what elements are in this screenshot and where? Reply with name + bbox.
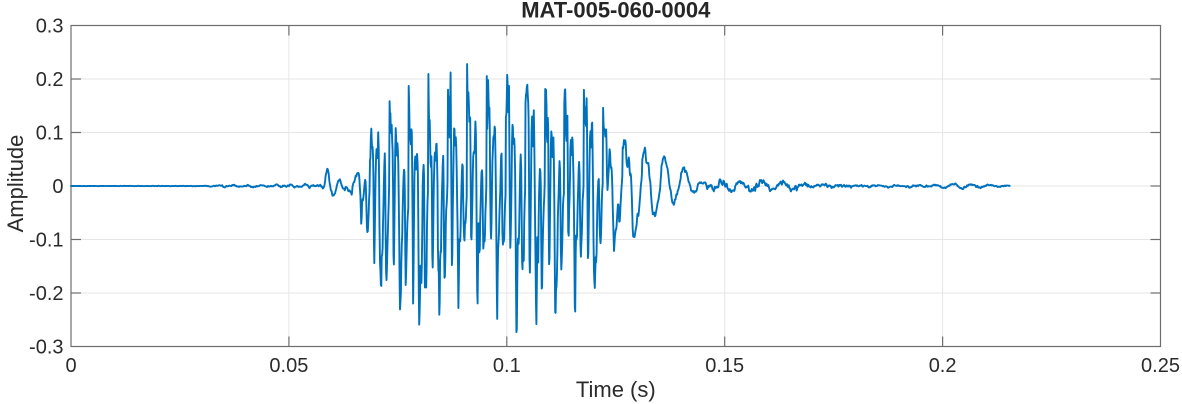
svg-text:MAT-005-060-0004: MAT-005-060-0004 — [521, 0, 711, 23]
svg-text:0.2: 0.2 — [36, 69, 64, 91]
svg-text:0.1: 0.1 — [493, 355, 521, 377]
svg-text:-0.2: -0.2 — [29, 283, 63, 305]
svg-text:0.2: 0.2 — [929, 355, 957, 377]
svg-text:0.05: 0.05 — [269, 355, 308, 377]
svg-text:0.15: 0.15 — [705, 355, 744, 377]
svg-text:0: 0 — [52, 176, 63, 198]
svg-text:0.3: 0.3 — [36, 16, 64, 38]
svg-text:0.25: 0.25 — [1141, 355, 1180, 377]
svg-text:0.1: 0.1 — [36, 123, 64, 145]
svg-text:Time (s): Time (s) — [576, 377, 656, 402]
svg-text:0: 0 — [65, 355, 76, 377]
svg-text:Amplitude: Amplitude — [3, 135, 28, 233]
svg-text:-0.3: -0.3 — [29, 337, 63, 359]
svg-text:-0.1: -0.1 — [29, 230, 63, 252]
